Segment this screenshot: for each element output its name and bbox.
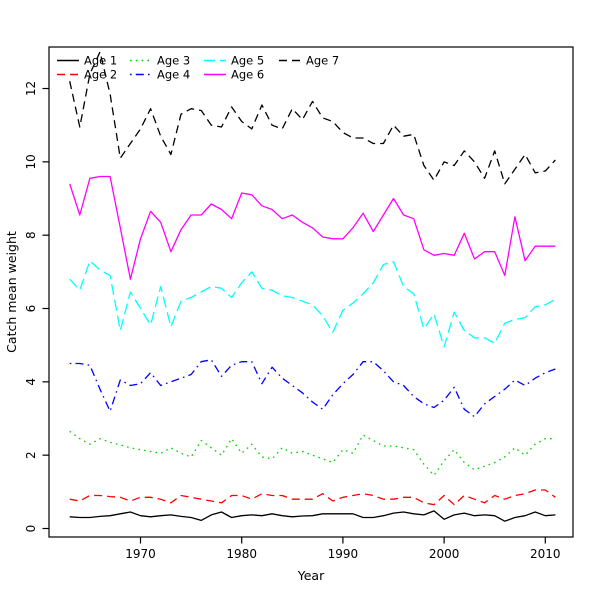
y-tick-label: 8	[24, 231, 38, 239]
series-line-age-5	[69, 260, 556, 348]
legend-label-age-7: Age 7	[306, 54, 339, 68]
y-tick-label: 12	[24, 81, 38, 96]
y-tick-label: 10	[24, 154, 38, 169]
y-tick-label: 0	[24, 525, 38, 533]
legend-label-age-3: Age 3	[157, 54, 190, 68]
legend-label-age-1: Age 1	[84, 54, 117, 68]
y-tick-label: 2	[24, 451, 38, 459]
x-tick-label: 2010	[530, 547, 561, 561]
series-line-age-4	[69, 359, 556, 418]
y-tick-label: 6	[24, 305, 38, 313]
series-line-age-1	[69, 510, 556, 522]
series-line-age-3	[69, 430, 556, 476]
series-line-age-2	[69, 489, 556, 506]
x-tick-label: 1990	[328, 547, 359, 561]
legend-label-age-6: Age 6	[231, 68, 264, 82]
x-axis-title: Year	[297, 568, 325, 583]
x-tick-label: 1980	[226, 547, 257, 561]
plot-box	[48, 46, 574, 538]
y-tick-label: 4	[24, 378, 38, 386]
x-tick-label: 2000	[429, 547, 460, 561]
legend-label-age-2: Age 2	[84, 68, 117, 82]
legend-label-age-5: Age 5	[231, 54, 264, 68]
y-axis-title: Catch mean weight	[4, 231, 19, 353]
series-line-age-6	[69, 175, 556, 280]
x-tick-label: 1970	[125, 547, 156, 561]
legend-label-age-4: Age 4	[157, 68, 190, 82]
series-line-age-7	[69, 51, 556, 185]
